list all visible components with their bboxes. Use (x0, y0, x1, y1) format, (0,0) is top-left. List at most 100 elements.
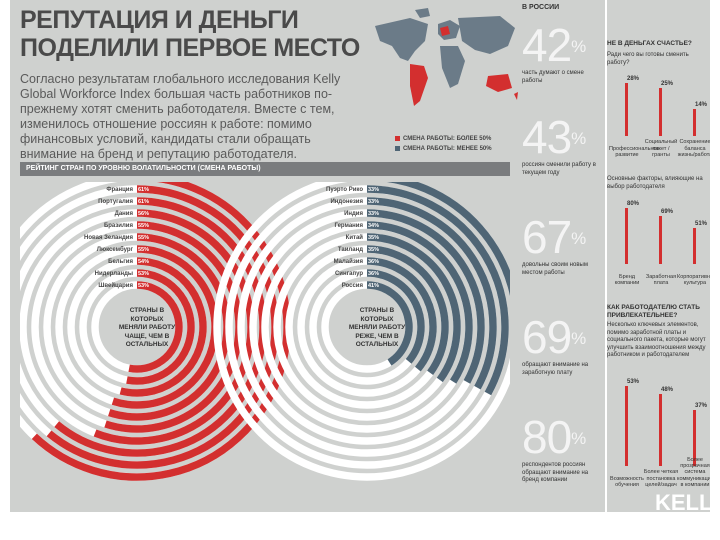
ring-bar-low (366, 257, 437, 372)
russia-header: В РОССИИ (522, 4, 560, 11)
section-motivation: НЕ В ДЕНЬГАХ СЧАСТЬЕ? Ради чего вы готов… (607, 40, 710, 160)
mini-bar-label: Профессиональное развитие (609, 145, 660, 158)
ring-bar-high (126, 269, 195, 385)
map-western-europe (440, 26, 450, 36)
mini-bar-label: Заработная плата (645, 273, 677, 286)
attractiveness-chart: 53% Возможность обучения 48% Более четкая п… (607, 379, 710, 488)
mini-bar-label: Социальный пакет / гранты (644, 139, 678, 158)
mini-bar-value: 48% (661, 387, 674, 393)
divider (605, 0, 607, 512)
stat-2-value: 43% (522, 114, 602, 160)
mini-bar-value: 28% (627, 76, 640, 82)
chart-left-center-label: СТРАНЫ В КОТОРЫХ МЕНЯЛИ РАБОТУ ЧАЩЕ, ЧЕМ… (118, 307, 176, 348)
ring-label: Бразилия (104, 223, 134, 229)
mini-bar-label: Сохранение баланса жизнь/работа (677, 139, 710, 158)
ring-label: Бельгия (108, 259, 133, 265)
ring-value-label: 55% (138, 247, 149, 253)
legend-high: СМЕНА РАБОТЫ: БОЛЕЕ 50% (395, 136, 492, 142)
ring-label: Малайзия (334, 258, 364, 265)
ranking-header: РЕЙТИНГ СТРАН ПО УРОВНЮ ВОЛАТИЛЬНОСТИ (С… (20, 162, 510, 176)
legend-high-label: СМЕНА РАБОТЫ: БОЛЕЕ 50% (403, 136, 492, 143)
ring-bar-high (119, 257, 207, 397)
stat-3-num: 67 (522, 211, 572, 263)
stat-3-pct: % (571, 229, 586, 248)
ring-label: Франция (106, 187, 133, 193)
ring-label: Нидерланды (95, 271, 133, 277)
mini-bar-label: Более прозрачная система коммуникации в … (677, 456, 710, 488)
map-north-america (375, 18, 428, 61)
mini-bar-value: 14% (695, 102, 708, 108)
legend-low: СМЕНА РАБОТЫ: МЕНЕЕ 50% (395, 146, 492, 152)
stat-3-value: 67% (522, 214, 602, 260)
stat-5-desc: респондентов россиян обращают внимание н… (522, 462, 589, 483)
mini-bar-value: 51% (695, 221, 708, 227)
ring-label: Новая Зеландия (84, 235, 133, 241)
ring-value-label: 41% (368, 283, 379, 289)
section-attractiveness: КАК РАБОТОДАТЕЛЮ СТАТЬ ПРИВЛЕКАТЕЛЬНЕЕ? … (607, 304, 710, 489)
mini-bar (693, 410, 696, 466)
ring-value-label: 33% (368, 211, 379, 217)
ring-bar-low (366, 221, 473, 384)
mini-bar-value: 69% (661, 209, 674, 215)
stat-5-num: 80 (522, 411, 572, 463)
intro-text: Согласно результатам глобального исследо… (20, 72, 341, 161)
ring-label: Дания (115, 211, 134, 217)
ring-value-label: 55% (138, 235, 149, 241)
ring-bar-high (31, 173, 291, 481)
mini-bar (659, 88, 662, 136)
map-legend: СМЕНА РАБОТЫ: БОЛЕЕ 50% СМЕНА РАБОТЫ: МЕ… (395, 136, 492, 156)
ring-bar-high (108, 233, 231, 421)
ring-value-label: 55% (138, 223, 149, 229)
ring-value-label: 35% (368, 247, 379, 253)
right-panel: В РОССИИ 42% часть думают о смене работы… (517, 0, 710, 512)
mini-bar (693, 109, 696, 136)
ring-value-label: 54% (138, 259, 149, 265)
ring-value-label: 36% (368, 271, 379, 277)
title-line-1: РЕПУТАЦИЯ И ДЕНЬГИ (20, 6, 299, 34)
mini-bar (659, 216, 662, 264)
page-title: РЕПУТАЦИЯ И ДЕНЬГИ ПОДЕЛИЛИ ПЕРВОЕ МЕСТО (20, 6, 360, 62)
radial-charts-svg: Австралия62%Франция61%Португалия61%Дания… (10, 173, 521, 481)
ring-bar-low (366, 197, 497, 390)
ring-value-label: 61% (138, 187, 149, 193)
section-motivation-sub: Ради чего вы готовы сменить работу? (607, 52, 689, 66)
mini-bar-label: Корпоративная культура (677, 273, 710, 286)
stat-1-desc: часть думают о смене работы (522, 70, 584, 84)
mini-bar-value: 25% (661, 81, 674, 87)
stat-2: 43% россиян сменили работу в текущем год… (522, 114, 602, 177)
ring-value-label: 61% (138, 199, 149, 205)
mini-bar-value: 53% (627, 379, 640, 385)
stat-1-pct: % (571, 37, 586, 56)
mini-bar-value: 37% (695, 403, 708, 409)
ring-value-label: 53% (138, 283, 149, 289)
map-new-zealand (514, 92, 518, 100)
stat-1: 42% часть думают о смене работы (522, 22, 602, 85)
map-south-america (410, 64, 428, 106)
ring-bar-high (93, 209, 255, 445)
section-factors: Основные факторы, влияющие на выбор рабо… (607, 176, 710, 288)
title-line-2: ПОДЕЛИЛИ ПЕРВОЕ МЕСТО (20, 34, 360, 62)
kelly-logo: KELLY. (655, 490, 710, 512)
stat-2-num: 43 (522, 111, 572, 163)
section-attractiveness-sub: Несколько ключевых элементов, помимо зар… (607, 322, 706, 358)
legend-swatch-red (395, 136, 400, 141)
mini-bar (693, 228, 696, 264)
ring-label: Португалия (98, 199, 133, 205)
ring-label: Россия (342, 283, 364, 289)
ring-value-label: 35% (368, 235, 379, 241)
stat-5: 80% респондентов россиян обращают вниман… (522, 414, 602, 485)
stat-4-value: 69% (522, 314, 602, 360)
map-africa (440, 46, 465, 88)
stat-3-desc: довольны своим новым местом работы (522, 262, 588, 276)
infographic: РЕПУТАЦИЯ И ДЕНЬГИ ПОДЕЛИЛИ ПЕРВОЕ МЕСТО… (10, 0, 710, 512)
ring-label: Индия (344, 211, 363, 217)
ring-bar-low (366, 209, 485, 384)
map-australia (486, 74, 512, 92)
section-attractiveness-title: КАК РАБОТОДАТЕЛЮ СТАТЬ ПРИВЛЕКАТЕЛЬНЕЕ? (607, 304, 700, 319)
ring-value-label: 33% (368, 187, 379, 193)
ring-label: Пуэрто Рико (326, 187, 363, 193)
ring-label: Индонезия (330, 199, 363, 205)
mini-bar-label: Бренд компании (614, 273, 640, 286)
legend-swatch-slate (395, 146, 400, 152)
ring-bar-high (128, 281, 183, 373)
